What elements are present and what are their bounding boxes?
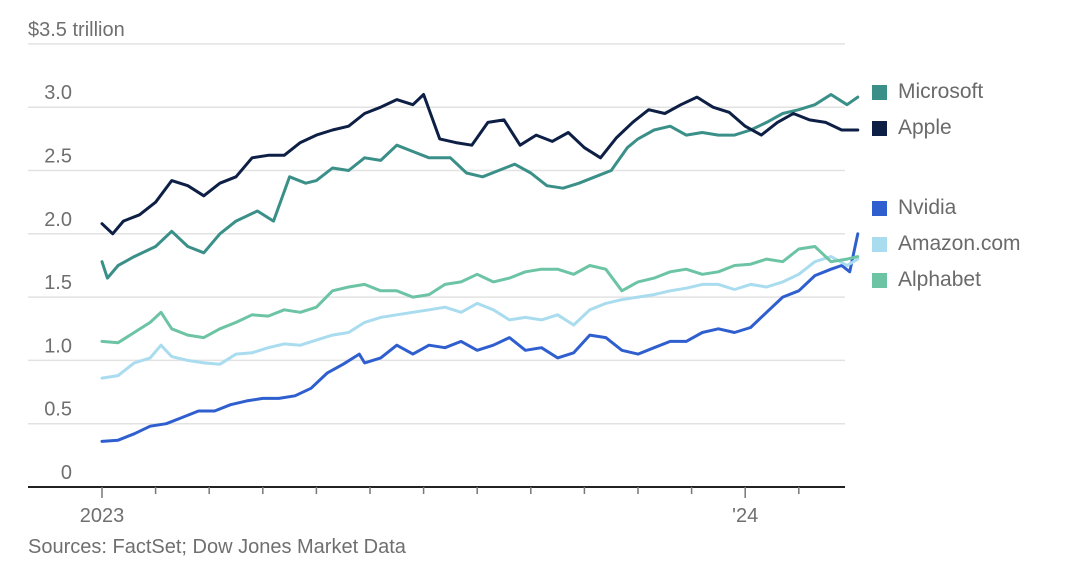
legend-item-alphabet: Alphabet xyxy=(872,262,1021,298)
legend-swatch-nvidia xyxy=(872,200,887,216)
y-axis-tick-labels: 0 0.5 1.0 1.5 2.0 2.5 3.0 $3.5 trillion xyxy=(28,19,125,484)
legend-swatch-microsoft xyxy=(872,84,887,100)
x-axis: 2023 '24 xyxy=(28,486,845,527)
legend-label-nvidia: Nvidia xyxy=(898,196,957,219)
legend-item-apple: Apple xyxy=(872,110,1021,146)
y-tick-label: 3.0 xyxy=(44,82,72,104)
gridlines xyxy=(28,43,845,425)
legend-item-microsoft: Microsoft xyxy=(872,74,1021,110)
legend-label-microsoft: Microsoft xyxy=(898,80,984,103)
series-line-microsoft xyxy=(100,93,860,280)
legend-label-amazon: Amazon.com xyxy=(898,232,1021,255)
legend: Microsoft Apple Nvidia Amazon.com Alphab… xyxy=(872,74,1021,298)
source-note: Sources: FactSet; Dow Jones Market Data xyxy=(28,536,406,558)
y-tick-label: 1.5 xyxy=(44,272,72,294)
series-line-apple xyxy=(100,93,860,236)
legend-item-nvidia: Nvidia xyxy=(872,190,1021,226)
legend-item-amazon: Amazon.com xyxy=(872,226,1021,262)
y-tick-label: 2.5 xyxy=(44,146,72,168)
legend-spacer xyxy=(872,146,1021,190)
y-tick-label: 2.0 xyxy=(44,209,72,231)
series-lines xyxy=(100,93,860,443)
x-tick-label: '24 xyxy=(732,505,758,527)
legend-swatch-amazon xyxy=(872,236,887,252)
legend-swatch-apple xyxy=(872,120,887,136)
y-tick-label: 0 xyxy=(61,462,72,484)
y-tick-label: $3.5 trillion xyxy=(28,19,125,41)
legend-label-alphabet: Alphabet xyxy=(898,268,981,291)
legend-label-apple: Apple xyxy=(898,116,952,139)
y-tick-label: 0.5 xyxy=(44,399,72,421)
x-tick-label: 2023 xyxy=(80,505,125,527)
y-tick-label: 1.0 xyxy=(44,335,72,357)
series-line-alphabet xyxy=(100,245,860,345)
legend-swatch-alphabet xyxy=(872,272,887,288)
series-line-amazoncom xyxy=(100,255,860,380)
series-line-nvidia xyxy=(100,232,860,443)
